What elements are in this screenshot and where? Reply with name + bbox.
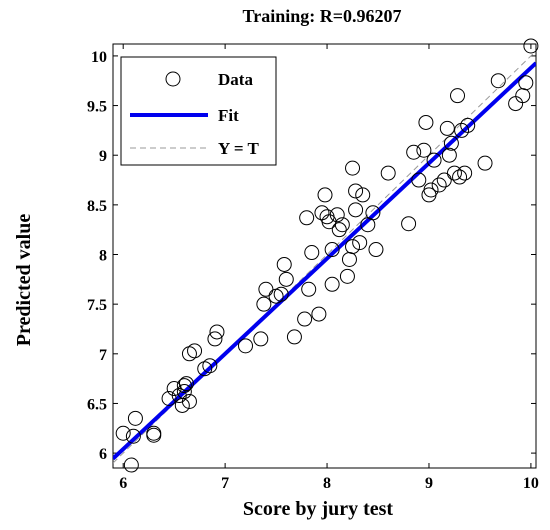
data-point: [238, 338, 254, 354]
data-point: [256, 296, 272, 312]
data-point: [299, 210, 315, 226]
y-tick-label: 9: [99, 148, 107, 165]
data-point: [278, 271, 294, 287]
data-point: [460, 117, 476, 133]
y-tick-label: 10: [91, 49, 107, 66]
data-point: [258, 281, 274, 297]
data-point: [339, 268, 355, 284]
data-point: [490, 73, 506, 89]
y-tick-label: 6.5: [87, 396, 107, 413]
data-point: [380, 165, 396, 181]
data-point: [176, 378, 192, 394]
data-point: [416, 142, 432, 158]
data-point: [406, 144, 422, 160]
data-point: [450, 88, 466, 104]
data-point: [331, 222, 347, 238]
legend-fit-label: Fit: [218, 106, 239, 125]
data-point: [253, 331, 269, 347]
data-point: [401, 216, 417, 232]
data-point: [187, 343, 203, 359]
data-point: [202, 358, 218, 374]
y-tick-label: 8.5: [87, 198, 107, 215]
data-point: [207, 331, 223, 347]
y-tick-label: 9.5: [87, 99, 107, 116]
data-point: [411, 172, 427, 188]
data-point: [146, 425, 162, 441]
data-point: [311, 306, 327, 322]
y-tick-label: 8: [99, 248, 107, 265]
data-point: [439, 120, 455, 136]
data-point: [115, 425, 131, 441]
legend-data-label: Data: [218, 70, 253, 89]
data-point: [209, 324, 225, 340]
data-point: [457, 165, 473, 181]
data-point: [423, 182, 439, 198]
data-point: [518, 75, 534, 91]
legend-identity-label: Y = T: [218, 139, 260, 158]
data-point: [317, 187, 333, 203]
y-tick-label: 7: [99, 347, 107, 364]
y-tick-label: 6: [99, 446, 107, 463]
y-tick-label: 7.5: [87, 297, 107, 314]
data-point: [273, 286, 289, 302]
legend-data-marker-icon: [165, 71, 181, 87]
data-point: [348, 183, 364, 199]
data-point: [181, 393, 197, 409]
data-point: [345, 239, 361, 255]
data-point: [365, 205, 381, 221]
data-point: [368, 242, 384, 258]
data-point: [452, 169, 468, 185]
data-point: [436, 172, 452, 188]
data-point: [297, 311, 313, 327]
x-tick-label: 9: [425, 475, 433, 492]
legend: Data Fit Y = T: [120, 56, 277, 166]
data-point: [355, 187, 371, 203]
data-point: [197, 361, 213, 377]
data-point: [454, 122, 470, 138]
identity-line: [113, 50, 536, 464]
data-point: [324, 242, 340, 258]
data-point: [125, 428, 141, 444]
data-point: [301, 281, 317, 297]
data-point: [178, 376, 194, 392]
data-point: [181, 346, 197, 362]
data-points: [115, 38, 539, 473]
x-tick-label: 6: [119, 475, 127, 492]
data-point: [276, 256, 292, 272]
data-point: [426, 152, 442, 168]
data-point: [431, 177, 447, 193]
data-point: [304, 245, 320, 261]
data-point: [523, 38, 539, 54]
data-point: [176, 384, 192, 400]
data-point: [348, 202, 364, 218]
x-axis-label: Score by jury test: [243, 498, 393, 520]
data-point: [443, 135, 459, 151]
data-point: [329, 207, 345, 223]
data-point: [161, 390, 177, 406]
y-axis-label: Predicted value: [13, 214, 35, 347]
chart-title: Training: R=0.96207: [243, 6, 402, 26]
data-point: [345, 160, 361, 176]
data-point: [446, 165, 462, 181]
data-point: [418, 114, 434, 130]
data-point: [352, 235, 368, 251]
data-point: [127, 410, 143, 426]
data-point: [286, 329, 302, 345]
data-point: [441, 147, 457, 163]
x-tick-label: 8: [323, 475, 331, 492]
data-point: [123, 457, 139, 473]
x-tick-label: 7: [221, 475, 229, 492]
legend-box: [120, 56, 277, 166]
data-point: [334, 217, 350, 233]
x-tick-label: 10: [523, 475, 539, 492]
data-point: [324, 276, 340, 292]
data-point: [477, 155, 493, 171]
